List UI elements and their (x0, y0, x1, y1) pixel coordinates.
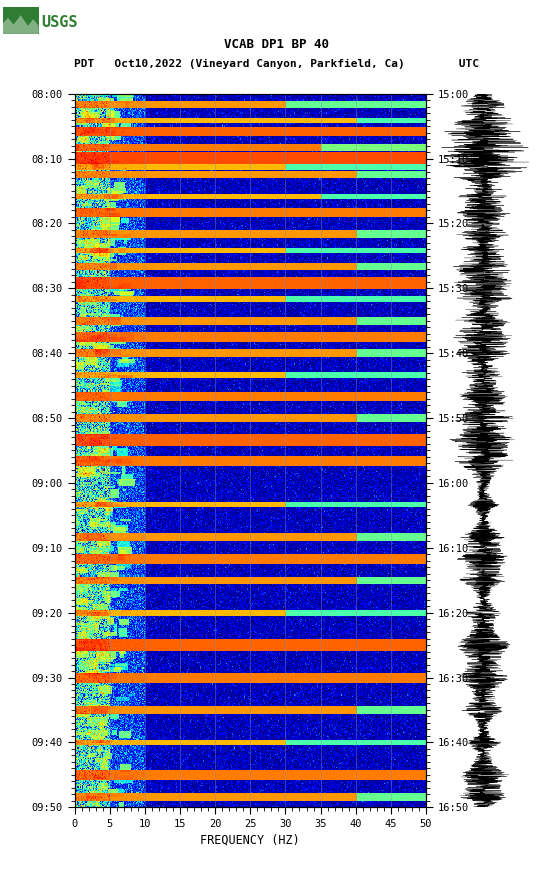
Text: VCAB DP1 BP 40: VCAB DP1 BP 40 (224, 38, 328, 51)
Text: PDT   Oct10,2022 (Vineyard Canyon, Parkfield, Ca)        UTC: PDT Oct10,2022 (Vineyard Canyon, Parkfie… (73, 59, 479, 70)
Polygon shape (3, 15, 39, 34)
X-axis label: FREQUENCY (HZ): FREQUENCY (HZ) (200, 833, 300, 847)
Text: USGS: USGS (41, 15, 78, 29)
